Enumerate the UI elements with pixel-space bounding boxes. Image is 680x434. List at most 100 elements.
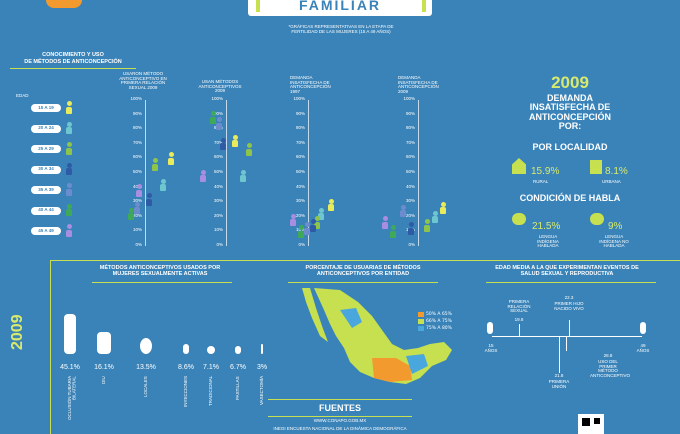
axis-tick-label: 40%: [213, 183, 223, 189]
axis-tick-label: 90%: [295, 110, 305, 116]
event-first-child-value: 22.3: [564, 295, 574, 300]
axis-line: [418, 100, 419, 246]
col2-title: USAN MÉTODOS ANTICONCEPTIVOS 2009: [198, 79, 242, 94]
chart-person-marker: [304, 222, 310, 235]
method-label: INYECCIONES: [183, 376, 188, 408]
method-value: 3%: [256, 364, 268, 371]
axis-tick-label: 40%: [405, 183, 415, 189]
nonind-value: 9%: [608, 221, 623, 232]
axis-tick-label: 10%: [213, 227, 223, 233]
method-value: 16.1%: [94, 364, 114, 371]
axis-line: [308, 100, 309, 246]
timeline-title-underline: [486, 282, 656, 283]
axis-tick-label: 70%: [213, 139, 223, 145]
methods-title: MÉTODOS ANTICONCEPTIVOS USADOS POR MUJER…: [99, 265, 221, 277]
building-icon: [590, 160, 602, 174]
chart-person-marker: [146, 193, 152, 206]
axis-tick-label: 60%: [405, 154, 415, 160]
method-icon: [235, 346, 241, 354]
map-title: PORCENTAJE DE USUARIAS DE MÉTODOS ANTICO…: [305, 265, 421, 277]
axis-tick-label: 30%: [405, 198, 415, 204]
age-label: EDAD: [16, 93, 29, 98]
qr-code-inner: [582, 418, 590, 426]
timeline-title: EDAD MEDIA A LA QUE EXPERIMENTAN EVENTOS…: [495, 265, 639, 277]
axis-tick-label: 50%: [132, 169, 142, 174]
chart-person-marker: [200, 169, 206, 183]
method-label: TRADICIONAL: [208, 376, 213, 407]
chart-person-marker: [232, 134, 238, 148]
age-pill: 40 A 44: [31, 206, 61, 215]
age-pill: 25 A 29: [31, 145, 61, 153]
axis-tick-label: 0%: [298, 242, 305, 247]
axis-tick-label: 0%: [408, 242, 415, 247]
axis-tick-label: 0%: [135, 242, 142, 247]
sources-divider: [268, 399, 412, 400]
mexico-map: [302, 288, 452, 384]
legend-item-3: 75% A 80%: [418, 326, 452, 331]
timeline-start: 15 AÑOS: [484, 343, 498, 353]
axis-tick-label: 0%: [216, 242, 223, 247]
chart-person-marker: [400, 204, 406, 218]
age-pill: 35 A 39: [31, 186, 61, 194]
qr-code-inner-2: [594, 418, 600, 424]
urban-value: 8.1%: [605, 166, 628, 177]
event-first-sex-stem: [519, 324, 520, 336]
axis-tick-label: 50%: [213, 169, 223, 174]
sources-title: FUENTES: [318, 403, 361, 413]
age-person-icon: [66, 121, 72, 134]
chart-person-marker: [136, 184, 142, 197]
chart-person-marker: [314, 216, 320, 229]
urban-label: URBANA: [602, 179, 621, 184]
map-title-underline: [288, 282, 438, 283]
ind-value: 21.5%: [532, 221, 561, 232]
demand-year: 2009: [551, 73, 589, 92]
axis-tick-label: 60%: [132, 154, 142, 160]
method-icon: [97, 332, 111, 354]
axis-tick-label: 50%: [405, 169, 415, 174]
method-value: 13.5%: [136, 364, 156, 371]
page-title: FAMILIAR: [298, 0, 382, 13]
axis-tick-label: 100%: [130, 96, 142, 101]
chart-person-marker: [424, 219, 430, 232]
left-divider: [50, 260, 51, 434]
axis-tick-label: 50%: [295, 169, 305, 174]
rural-value: 15.9%: [531, 166, 560, 177]
age-person-icon: [66, 203, 72, 216]
chart-person-marker: [246, 143, 252, 156]
sources-url[interactable]: WWW.CONAPO.GOB.MX: [313, 418, 367, 423]
method-label: OCLUSIÓN TUBARIA BILATERAL: [67, 376, 77, 421]
age-person-icon: [66, 224, 72, 237]
axis-tick-label: 70%: [295, 139, 305, 145]
axis-tick-label: 90%: [132, 110, 142, 116]
chart-person-marker: [290, 213, 296, 227]
axis-tick-label: 80%: [295, 125, 305, 131]
chart-person-marker: [210, 111, 216, 124]
method-label: PASTILLAS: [235, 376, 240, 400]
start-person-icon: [487, 322, 493, 334]
method-icon: [207, 346, 215, 354]
chart-person-marker: [382, 216, 388, 229]
method-icon: [261, 344, 263, 354]
methods-title-underline: [92, 282, 232, 283]
bottom-divider: [50, 260, 680, 261]
end-person-icon: [640, 322, 646, 334]
chart-person-marker: [160, 178, 166, 192]
axis-tick-label: 20%: [213, 212, 223, 218]
nonind-label: LENGUA INDÍGENA NO HABLADA: [599, 234, 629, 249]
header-note: *GRÁFICAS REPRESENTATIVAS EN LA ETAPA DE…: [288, 24, 394, 34]
axis-tick-label: 90%: [213, 110, 223, 116]
axis-tick-label: 70%: [132, 139, 142, 145]
chart-person-marker: [432, 210, 438, 224]
col1-title: USARON MÉTODO ANTICONCEPTIVO EN PRIMERA …: [119, 71, 167, 91]
knowledge-title-underline: [10, 68, 136, 69]
chart-person-marker: [310, 219, 316, 232]
speech-icon-ind: [512, 213, 526, 225]
col4-title: DEMANDA INSATISFECHA DE ANTICONCEPCIÓN 2…: [398, 75, 439, 95]
sources-ref: INEGI ENCUESTA NACIONAL DE LA DINÁMICA D…: [273, 426, 407, 431]
method-label: LOCALES: [143, 376, 148, 397]
method-icon: [64, 314, 76, 354]
chart-person-marker: [328, 198, 334, 212]
axis-line: [226, 100, 227, 246]
age-pill: 20 A 24: [31, 124, 61, 133]
method-value: 45.1%: [60, 364, 80, 371]
